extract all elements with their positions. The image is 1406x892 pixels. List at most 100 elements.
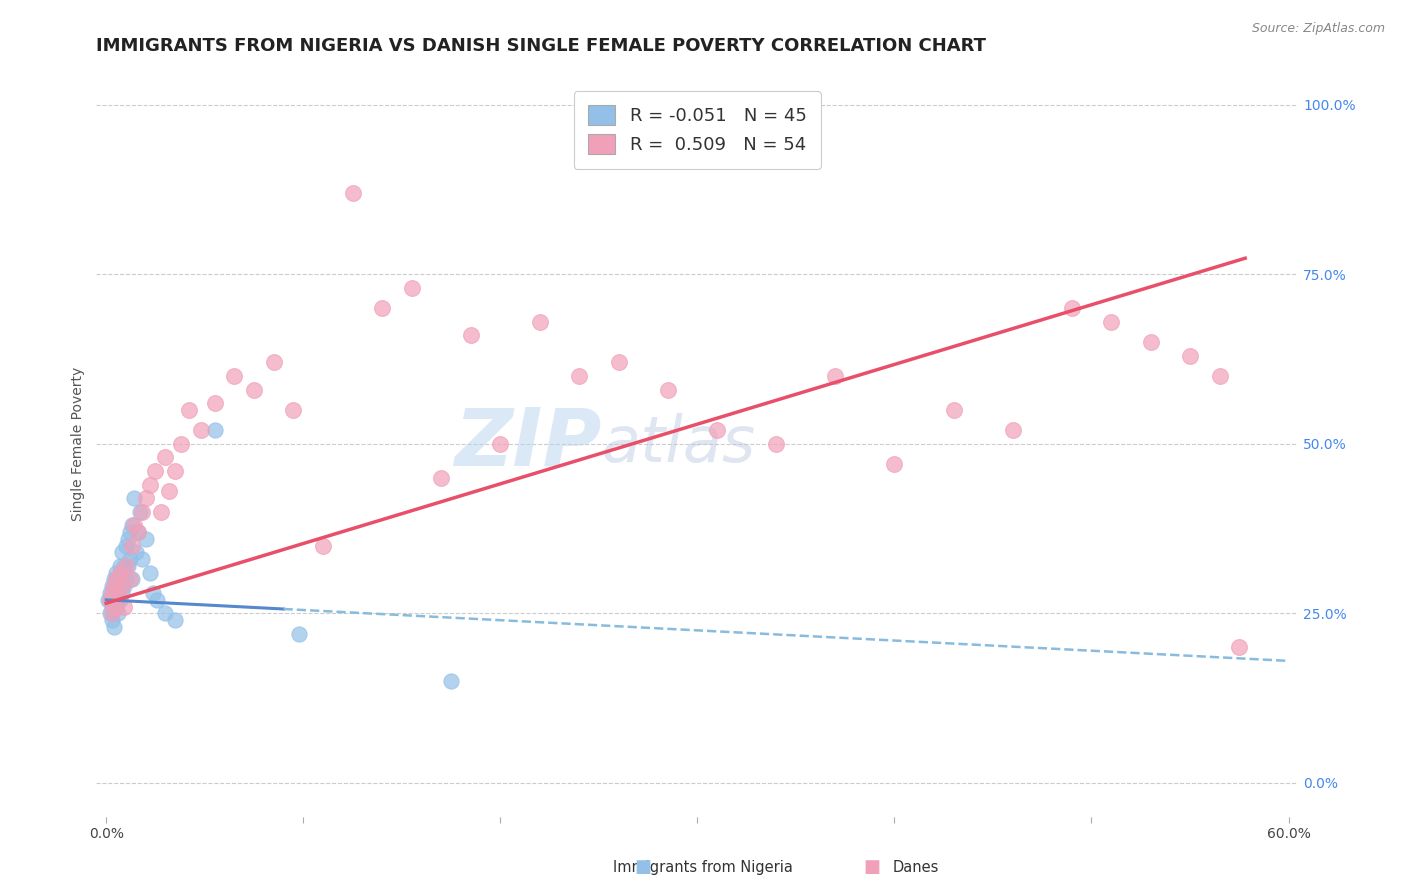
Point (105, 586, 128, 600)
Point (125, 545, 148, 559)
Point (105, 566, 128, 580)
Point (157, 484, 180, 499)
Point (111, 586, 134, 600)
Point (288, 626, 311, 640)
Point (121, 573, 143, 587)
Point (111, 566, 134, 580)
Point (103, 620, 125, 634)
Point (1001, 423, 1024, 437)
Point (105, 599, 128, 614)
Point (127, 524, 149, 539)
Point (101, 607, 124, 621)
Point (401, 281, 423, 295)
Point (1208, 369, 1230, 384)
Point (657, 383, 679, 397)
Point (103, 579, 125, 593)
Point (883, 457, 905, 471)
Point (489, 437, 512, 451)
Point (131, 552, 153, 566)
Point (1060, 301, 1083, 315)
Point (165, 464, 187, 478)
Point (131, 505, 153, 519)
Point (108, 592, 131, 607)
Point (111, 545, 134, 559)
Point (112, 558, 135, 573)
Point (263, 355, 285, 369)
Point (135, 491, 157, 505)
Point (1178, 349, 1201, 363)
Point (97, 592, 120, 607)
Point (103, 573, 125, 587)
Point (98, 607, 121, 621)
Point (103, 592, 125, 607)
Point (107, 586, 129, 600)
Point (440, 674, 463, 689)
Point (105, 599, 128, 614)
Point (115, 558, 138, 573)
Point (112, 599, 135, 614)
Point (706, 423, 728, 437)
Point (101, 613, 124, 627)
Point (107, 573, 129, 587)
Point (942, 403, 965, 417)
Text: IMMIGRANTS FROM NIGERIA VS DANISH SINGLE FEMALE POVERTY CORRELATION CHART: IMMIGRANTS FROM NIGERIA VS DANISH SINGLE… (97, 37, 987, 55)
Point (243, 383, 266, 397)
Point (121, 518, 143, 533)
Text: ZIP: ZIP (454, 405, 602, 483)
Text: Immigrants from Nigeria: Immigrants from Nigeria (613, 861, 793, 875)
Point (108, 566, 131, 580)
Point (108, 579, 131, 593)
Point (112, 579, 135, 593)
Text: ■: ■ (863, 858, 880, 876)
Point (121, 539, 143, 553)
Point (108, 558, 131, 573)
Point (177, 403, 200, 417)
Point (824, 369, 846, 384)
Point (204, 396, 226, 410)
Point (118, 573, 141, 587)
Point (107, 607, 129, 621)
Point (111, 579, 134, 593)
Point (138, 566, 160, 580)
Point (122, 518, 145, 533)
Point (145, 464, 167, 478)
Point (371, 301, 394, 315)
Point (155, 607, 177, 621)
Point (138, 477, 160, 491)
Point (98, 592, 121, 607)
Text: atlas: atlas (602, 413, 755, 475)
Point (765, 437, 787, 451)
Point (122, 491, 145, 505)
Point (118, 552, 141, 566)
Point (155, 450, 177, 465)
Point (283, 403, 305, 417)
Point (342, 186, 364, 200)
Point (1099, 315, 1122, 329)
Point (101, 599, 124, 614)
Point (117, 532, 139, 546)
Point (127, 524, 149, 539)
Point (107, 592, 129, 607)
Point (204, 423, 226, 437)
Point (150, 505, 173, 519)
Point (117, 558, 139, 573)
Text: Source: ZipAtlas.com: Source: ZipAtlas.com (1251, 22, 1385, 36)
Point (115, 539, 138, 553)
Point (128, 505, 150, 519)
Text: ■: ■ (634, 858, 651, 876)
Point (105, 573, 128, 587)
Legend: R = -0.051   N = 45, R =  0.509   N = 54: R = -0.051 N = 45, R = 0.509 N = 54 (574, 91, 821, 169)
Point (135, 532, 157, 546)
Point (146, 592, 169, 607)
Point (101, 586, 124, 600)
Point (568, 369, 591, 384)
Point (115, 573, 138, 587)
Text: Danes: Danes (893, 861, 939, 875)
Point (170, 437, 193, 451)
Point (165, 613, 187, 627)
Point (529, 315, 551, 329)
Point (312, 539, 335, 553)
Point (460, 328, 482, 343)
Point (142, 586, 165, 600)
Point (98, 586, 121, 600)
